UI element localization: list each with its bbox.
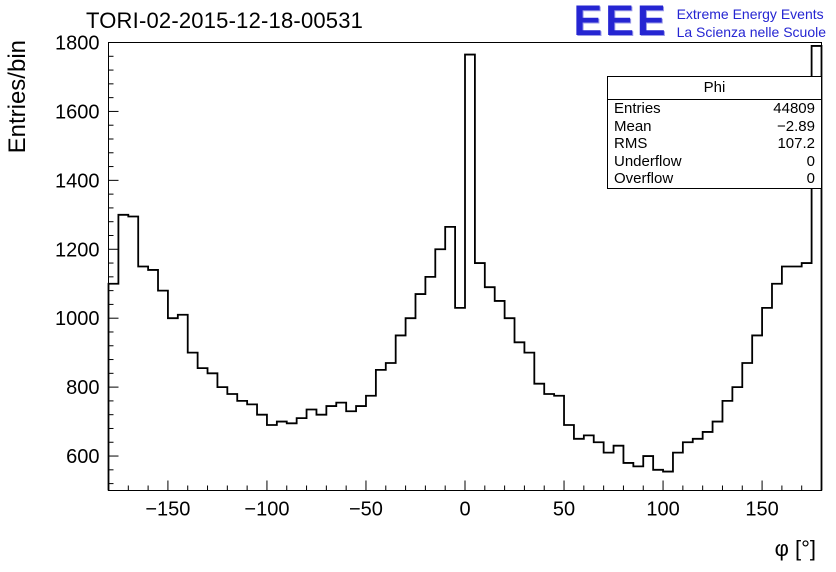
eee-logo: EEE Extreme Energy Events La Scienza nel… (573, 0, 826, 45)
svg-text:50: 50 (553, 499, 575, 521)
stat-label: Mean (614, 117, 652, 135)
stat-value: 0 (806, 170, 815, 187)
svg-text:−50: −50 (349, 499, 383, 521)
svg-text:−150: −150 (145, 499, 190, 521)
svg-text:1000: 1000 (55, 308, 100, 330)
stat-label: Underflow (614, 152, 682, 170)
stat-row-underflow: Underflow 0 (608, 153, 821, 171)
stats-box-title: Phi (608, 77, 821, 100)
stat-value: 107.2 (777, 135, 815, 152)
stat-row-mean: Mean −2.89 (608, 118, 821, 136)
stat-value: −2.89 (777, 117, 815, 135)
eee-logo-text: Extreme Energy Events La Scienza nelle S… (677, 3, 826, 41)
stat-row-rms: RMS 107.2 (608, 135, 821, 153)
x-axis-label: φ [°] (774, 536, 816, 561)
eee-logo-acronym: EEE (573, 0, 669, 45)
eee-logo-line2: La Scienza nelle Scuole (676, 24, 826, 40)
eee-logo-line1: Extreme Energy Events (676, 6, 824, 22)
svg-text:1600: 1600 (55, 101, 100, 123)
svg-text:−100: −100 (244, 499, 289, 521)
stat-label: RMS (614, 135, 648, 152)
stat-label: Overflow (614, 170, 674, 187)
svg-text:100: 100 (646, 499, 679, 521)
stat-row-overflow: Overflow 0 (608, 170, 821, 188)
y-axis-label: Entries/bin (4, 40, 31, 154)
svg-text:0: 0 (459, 499, 470, 521)
stat-row-entries: Entries 44809 (608, 100, 821, 118)
svg-text:1200: 1200 (55, 239, 100, 261)
svg-text:800: 800 (66, 377, 99, 399)
svg-text:600: 600 (66, 446, 99, 468)
svg-text:150: 150 (745, 499, 778, 521)
stats-box: Phi Entries 44809 Mean −2.89 RMS 107.2 U… (607, 76, 822, 189)
svg-text:1800: 1800 (55, 33, 100, 55)
page-title: TORI-02-2015-12-18-00531 (86, 8, 364, 33)
svg-text:1400: 1400 (55, 170, 100, 192)
stat-label: Entries (614, 100, 661, 117)
stat-value: 0 (806, 152, 815, 170)
stat-value: 44809 (773, 100, 815, 117)
